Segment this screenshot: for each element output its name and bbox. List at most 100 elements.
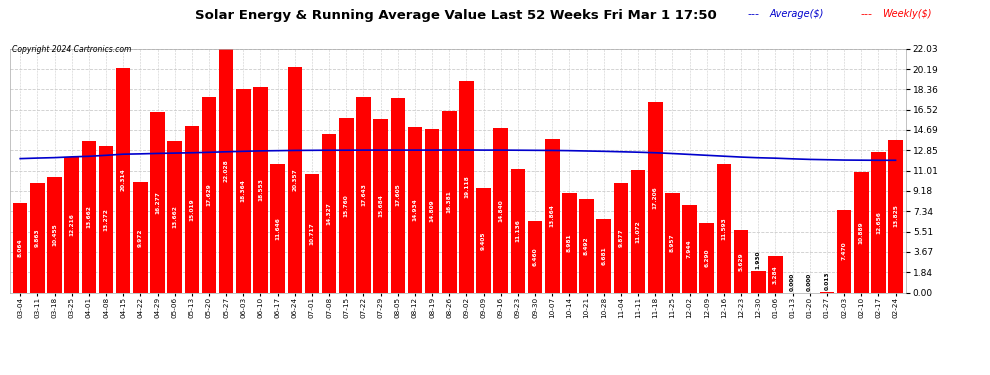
Bar bbox=[871, 153, 886, 292]
Bar bbox=[837, 210, 851, 292]
Text: 14.934: 14.934 bbox=[413, 198, 418, 221]
Text: 14.809: 14.809 bbox=[430, 199, 435, 222]
Bar bbox=[356, 97, 371, 292]
Bar bbox=[64, 158, 79, 292]
Bar bbox=[184, 126, 199, 292]
Text: ---: --- bbox=[747, 9, 759, 20]
Text: 0.000: 0.000 bbox=[790, 273, 795, 291]
Text: 13.662: 13.662 bbox=[86, 206, 91, 228]
Text: 15.019: 15.019 bbox=[189, 198, 194, 221]
Text: 13.825: 13.825 bbox=[893, 205, 898, 228]
Text: 0.000: 0.000 bbox=[807, 273, 812, 291]
Text: 20.314: 20.314 bbox=[121, 169, 126, 192]
Bar bbox=[408, 127, 423, 292]
Bar bbox=[150, 112, 164, 292]
Bar bbox=[13, 203, 28, 292]
Bar bbox=[287, 67, 302, 292]
Bar bbox=[373, 119, 388, 292]
Bar bbox=[442, 111, 456, 292]
Bar bbox=[339, 118, 353, 292]
Bar bbox=[614, 183, 629, 292]
Text: 8.981: 8.981 bbox=[567, 234, 572, 252]
Bar bbox=[596, 219, 611, 292]
Text: 16.277: 16.277 bbox=[155, 191, 160, 214]
Text: 20.357: 20.357 bbox=[292, 168, 297, 191]
Bar bbox=[305, 174, 320, 292]
Text: 8.064: 8.064 bbox=[18, 238, 23, 257]
Text: 17.643: 17.643 bbox=[361, 183, 366, 206]
Text: Solar Energy & Running Average Value Last 52 Weeks Fri Mar 1 17:50: Solar Energy & Running Average Value Las… bbox=[194, 9, 717, 22]
Bar bbox=[768, 256, 783, 292]
Text: 0.013: 0.013 bbox=[825, 272, 830, 290]
Text: ---: --- bbox=[860, 9, 872, 20]
Text: 19.118: 19.118 bbox=[464, 176, 469, 198]
Text: 9.405: 9.405 bbox=[481, 231, 486, 250]
Bar bbox=[751, 271, 765, 292]
Bar bbox=[511, 169, 526, 292]
Bar bbox=[99, 146, 113, 292]
Bar bbox=[48, 177, 61, 292]
Text: 11.646: 11.646 bbox=[275, 217, 280, 240]
Bar bbox=[322, 134, 337, 292]
Bar bbox=[236, 89, 250, 292]
Bar bbox=[734, 230, 748, 292]
Bar bbox=[544, 139, 559, 292]
Text: 13.864: 13.864 bbox=[549, 204, 554, 227]
Bar bbox=[700, 223, 714, 292]
Bar bbox=[270, 164, 285, 292]
Text: 11.136: 11.136 bbox=[516, 219, 521, 242]
Bar bbox=[30, 183, 45, 292]
Text: 10.889: 10.889 bbox=[858, 221, 863, 244]
Bar bbox=[562, 193, 577, 292]
Text: 15.760: 15.760 bbox=[344, 194, 348, 217]
Bar bbox=[81, 141, 96, 292]
Text: 18.553: 18.553 bbox=[258, 178, 263, 201]
Bar bbox=[202, 98, 216, 292]
Bar bbox=[631, 170, 645, 292]
Text: 12.656: 12.656 bbox=[876, 211, 881, 234]
Bar bbox=[133, 182, 148, 292]
Text: 6.681: 6.681 bbox=[601, 246, 606, 265]
Text: 13.662: 13.662 bbox=[172, 206, 177, 228]
Bar bbox=[425, 129, 440, 292]
Text: 18.364: 18.364 bbox=[241, 180, 246, 203]
Text: 6.290: 6.290 bbox=[704, 249, 709, 267]
Text: 13.272: 13.272 bbox=[104, 208, 109, 231]
Text: 9.877: 9.877 bbox=[619, 228, 624, 247]
Text: 9.972: 9.972 bbox=[138, 228, 143, 247]
Bar bbox=[528, 221, 543, 292]
Text: 17.605: 17.605 bbox=[395, 184, 400, 207]
Text: 1.930: 1.930 bbox=[755, 251, 760, 269]
Text: 6.460: 6.460 bbox=[533, 248, 538, 266]
Text: 10.455: 10.455 bbox=[52, 223, 57, 246]
Bar bbox=[219, 49, 234, 292]
Text: 14.327: 14.327 bbox=[327, 202, 332, 225]
Text: 8.492: 8.492 bbox=[584, 236, 589, 255]
Text: 7.470: 7.470 bbox=[842, 242, 846, 261]
Text: 16.381: 16.381 bbox=[446, 190, 451, 213]
Text: 10.717: 10.717 bbox=[310, 222, 315, 245]
Bar bbox=[682, 205, 697, 292]
Text: Copyright 2024 Cartronics.com: Copyright 2024 Cartronics.com bbox=[12, 45, 132, 54]
Text: 17.206: 17.206 bbox=[652, 186, 657, 209]
Text: 12.216: 12.216 bbox=[69, 213, 74, 236]
Text: 14.840: 14.840 bbox=[498, 199, 503, 222]
Bar bbox=[854, 172, 868, 292]
Text: 3.284: 3.284 bbox=[773, 265, 778, 284]
Bar bbox=[253, 87, 267, 292]
Text: 5.629: 5.629 bbox=[739, 252, 743, 271]
Bar bbox=[665, 194, 680, 292]
Bar bbox=[116, 68, 131, 292]
Bar bbox=[579, 198, 594, 292]
Text: 11.593: 11.593 bbox=[722, 217, 727, 240]
Bar bbox=[167, 141, 182, 292]
Text: 17.629: 17.629 bbox=[207, 184, 212, 206]
Bar bbox=[888, 140, 903, 292]
Text: 15.684: 15.684 bbox=[378, 194, 383, 217]
Bar bbox=[648, 102, 662, 292]
Text: 22.028: 22.028 bbox=[224, 159, 229, 182]
Bar bbox=[390, 98, 405, 292]
Bar bbox=[717, 164, 732, 292]
Text: 7.944: 7.944 bbox=[687, 239, 692, 258]
Text: 11.072: 11.072 bbox=[636, 220, 641, 243]
